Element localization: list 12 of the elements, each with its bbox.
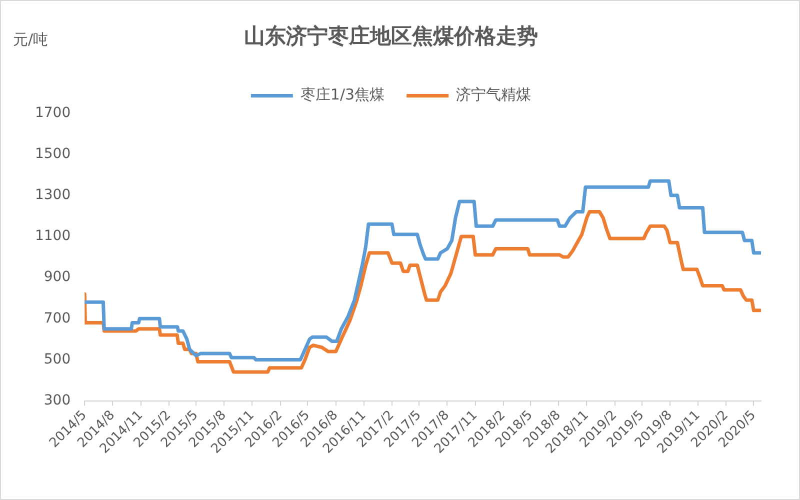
legend-label: 济宁气精煤 [456, 86, 532, 104]
y-tick-label: 1300 [34, 187, 71, 204]
y-tick-label: 300 [44, 392, 71, 408]
y-tick-label: 1500 [34, 146, 71, 162]
y-tick-label: 500 [44, 351, 71, 368]
y-tick-label: 700 [44, 310, 71, 326]
y-tick-label: 1100 [34, 228, 71, 244]
chart-title: 山东济宁枣庄地区焦煤价格走势 [244, 24, 538, 48]
y-axis-title: 元/吨 [13, 30, 48, 48]
y-tick-label: 1700 [34, 104, 71, 121]
legend-label: 枣庄1/3焦煤 [300, 86, 385, 104]
y-tick-label: 900 [44, 269, 71, 286]
